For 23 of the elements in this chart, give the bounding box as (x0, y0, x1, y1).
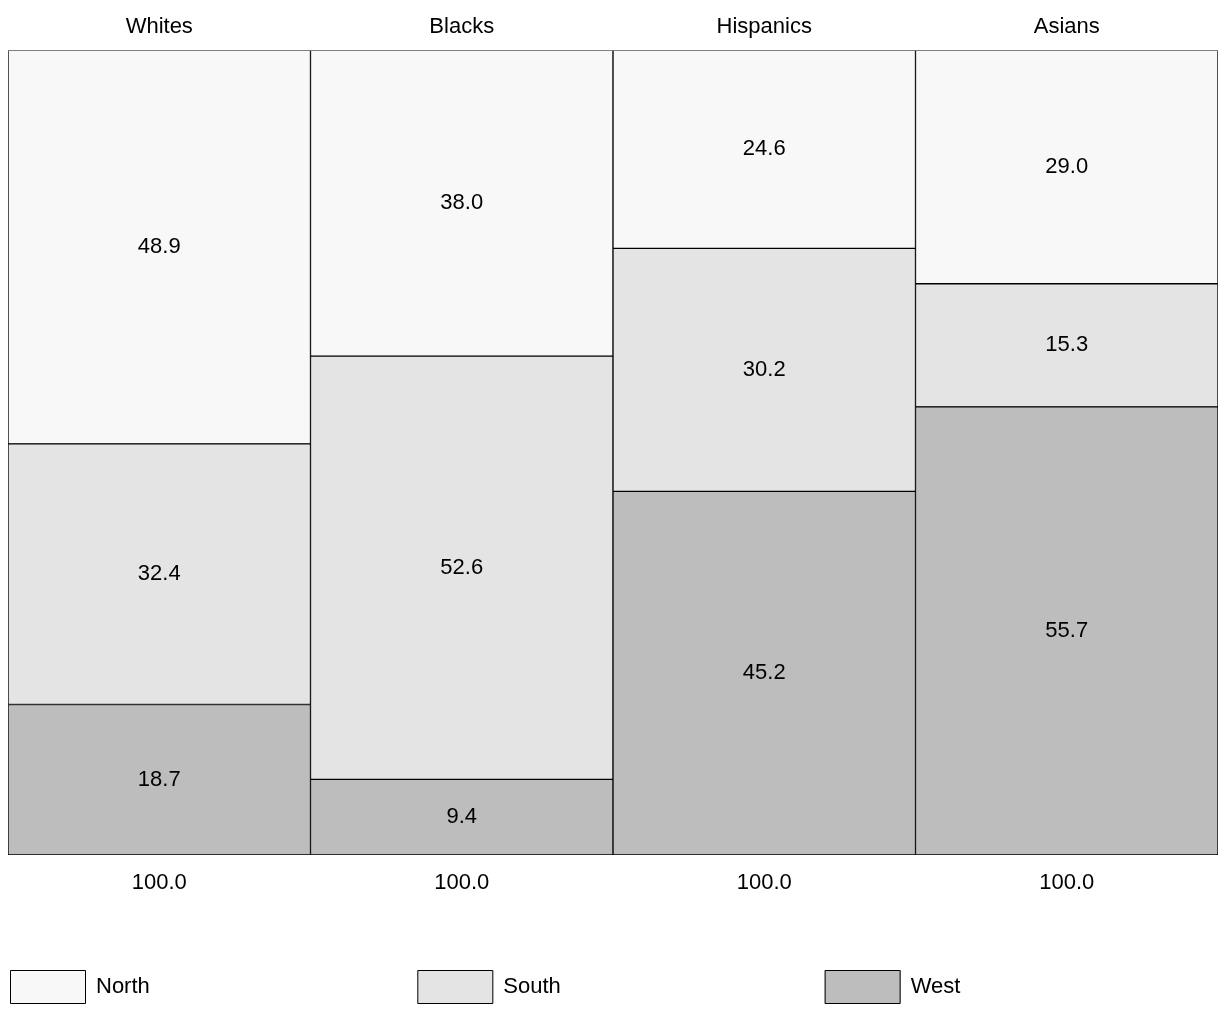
data-label: 30.2 (742, 355, 786, 381)
x-tick-label: Asians (1033, 13, 1100, 39)
legend-label: North (96, 973, 150, 999)
legend-label: South (503, 973, 561, 999)
total-label: 100.0 (736, 869, 792, 895)
legend-label: West (910, 973, 961, 999)
data-label: 52.6 (440, 553, 484, 579)
data-label: 18.7 (137, 765, 181, 791)
data-label: 9.4 (446, 803, 478, 829)
data-label: 38.0 (440, 189, 484, 215)
data-label: 24.6 (742, 135, 786, 161)
data-label: 48.9 (137, 233, 181, 259)
x-tick-label: Blacks (429, 13, 495, 39)
x-tick-label: Whites (125, 13, 193, 39)
x-tick-label: Hispanics (716, 13, 812, 39)
data-label: 45.2 (742, 659, 786, 685)
total-label: 100.0 (1039, 869, 1095, 895)
total-label: 100.0 (131, 869, 187, 895)
total-label: 100.0 (434, 869, 490, 895)
data-label: 32.4 (137, 560, 181, 586)
data-label: 15.3 (1045, 331, 1089, 357)
data-label: 29.0 (1045, 153, 1089, 179)
data-label: 55.7 (1045, 616, 1089, 642)
